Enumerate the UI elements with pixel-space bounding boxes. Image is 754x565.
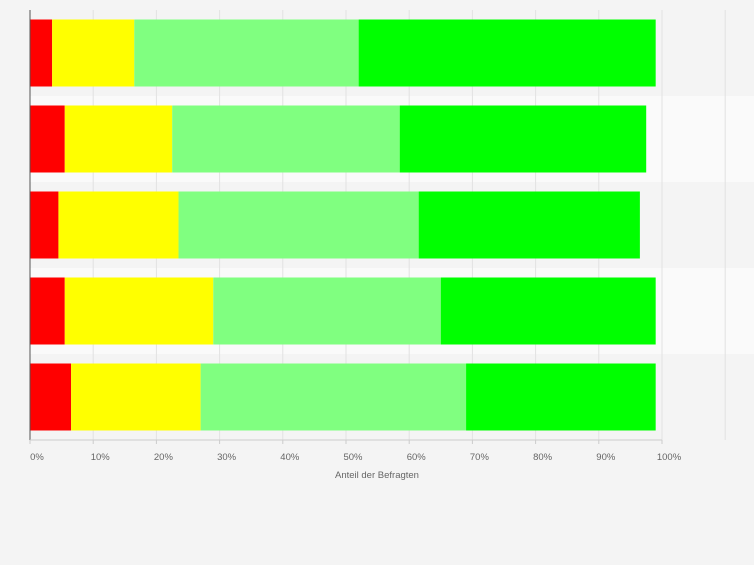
bar-row3-segment3 bbox=[440, 277, 656, 345]
bar-row1-segment2 bbox=[172, 105, 400, 173]
bar-row0-segment2 bbox=[134, 19, 359, 87]
x-tick-label-10: 100% bbox=[657, 452, 682, 463]
x-tick-label-8: 80% bbox=[533, 452, 553, 463]
bar-row3-segment2 bbox=[213, 277, 441, 345]
bars bbox=[30, 19, 656, 431]
x-tick-label-9: 90% bbox=[596, 452, 616, 463]
bar-row2-segment2 bbox=[178, 191, 419, 259]
bar-row3-segment1 bbox=[64, 277, 214, 345]
bar-row4-segment3 bbox=[466, 363, 656, 431]
bar-row1-segment3 bbox=[399, 105, 647, 173]
bar-row4-segment0 bbox=[30, 363, 72, 431]
x-tick-labels: 0% 10% 20% 30% 40% 50% 60% 70% 80% 90% 100% bbox=[29, 440, 682, 463]
x-tick-label-3: 30% bbox=[217, 452, 237, 463]
x-tick-label-1: 10% bbox=[91, 452, 111, 463]
bar-row1-segment0 bbox=[30, 105, 65, 173]
bar-row0-segment3 bbox=[358, 19, 656, 87]
x-tick-label-2: 20% bbox=[154, 452, 174, 463]
x-tick-label-6: 60% bbox=[407, 452, 427, 463]
x-axis-label: Anteil der Befragten bbox=[335, 470, 419, 481]
bar-row2-segment1 bbox=[58, 191, 179, 259]
bar-row3-segment0 bbox=[30, 277, 65, 345]
bar-row1-segment1 bbox=[64, 105, 173, 173]
x-tick-label-0: 0% bbox=[30, 452, 44, 463]
bar-row2-segment0 bbox=[30, 191, 59, 259]
x-tick-label-5: 50% bbox=[343, 452, 363, 463]
bar-row4-segment2 bbox=[200, 363, 467, 431]
bar-row0-segment1 bbox=[52, 19, 135, 87]
bar-row2-segment3 bbox=[418, 191, 640, 259]
bar-row4-segment1 bbox=[71, 363, 201, 431]
x-tick-label-7: 70% bbox=[470, 452, 490, 463]
x-tick-label-4: 40% bbox=[280, 452, 300, 463]
bar-row0-segment0 bbox=[30, 19, 53, 87]
